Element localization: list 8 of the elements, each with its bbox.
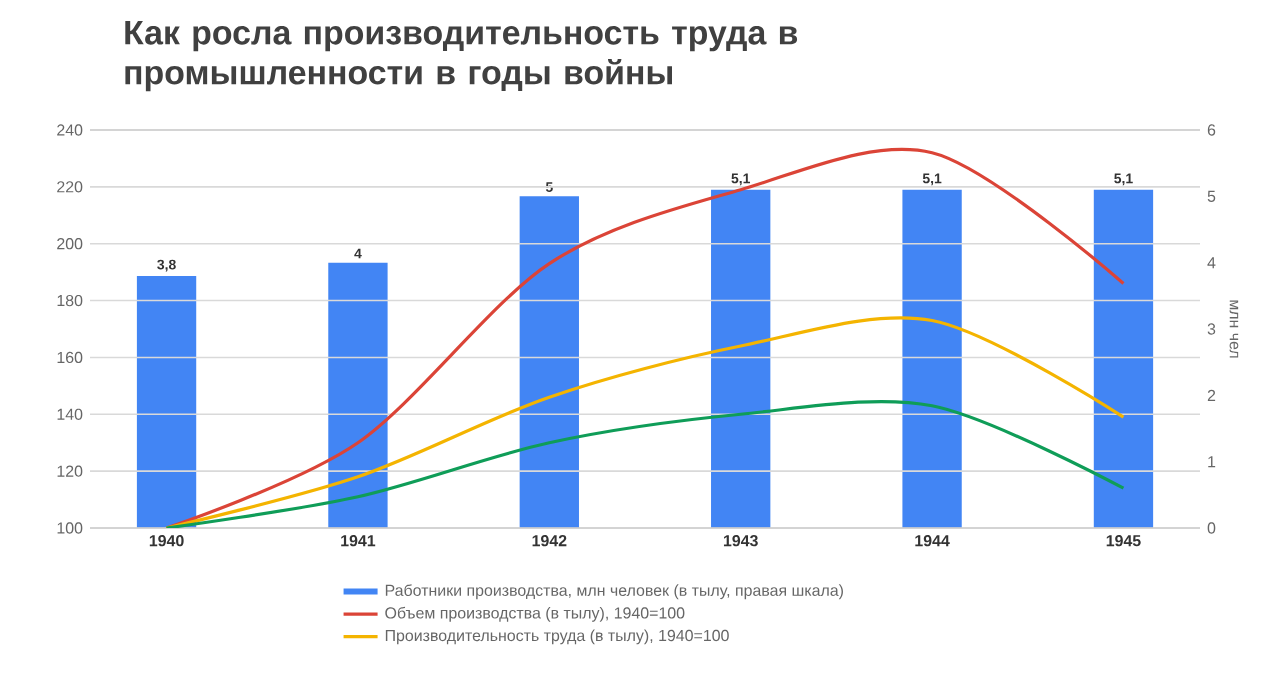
bar bbox=[328, 262, 388, 528]
bar bbox=[902, 189, 962, 528]
chart-title: Как росла производительность труда в промышленности в годы войны bbox=[125, 21, 798, 92]
bar bbox=[519, 196, 579, 528]
bar bbox=[1093, 189, 1154, 528]
bar bbox=[136, 275, 197, 528]
line-series bbox=[164, 316, 1126, 528]
bar bbox=[711, 189, 771, 528]
